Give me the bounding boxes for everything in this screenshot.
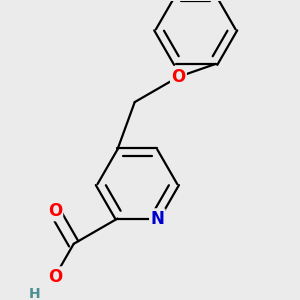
Text: O: O bbox=[48, 202, 62, 220]
Text: O: O bbox=[48, 268, 62, 286]
Text: N: N bbox=[150, 210, 164, 228]
Text: O: O bbox=[171, 68, 186, 86]
Text: H: H bbox=[28, 287, 40, 300]
